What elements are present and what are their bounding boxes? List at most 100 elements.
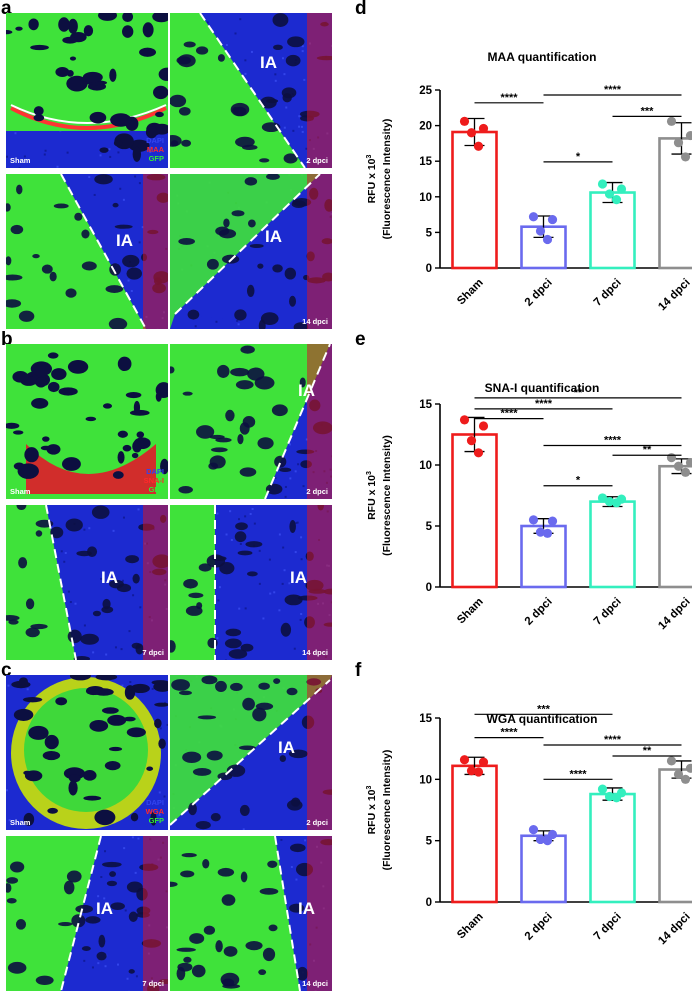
bar-7-dpci: [589, 500, 636, 589]
significance-label: **: [574, 387, 583, 399]
infarct-area-label: IA: [298, 899, 315, 918]
x-tick-label: 7 dpci: [592, 596, 624, 628]
significance-label: ****: [604, 84, 622, 96]
y-tick-label: 5: [426, 836, 433, 848]
significance-label: **: [643, 444, 652, 456]
y-tick-label: 15: [419, 156, 432, 168]
y-tick-label: 5: [426, 521, 433, 533]
data-point: [673, 138, 684, 148]
data-point: [535, 226, 546, 236]
y-tick-label: 0: [426, 263, 432, 275]
data-point: [478, 757, 489, 767]
chart-title: WGA quantification: [487, 712, 598, 726]
micrograph-b-2: IA 2 dpci: [170, 344, 332, 499]
x-tick-label: 2 dpci: [523, 911, 555, 943]
x-tick-label: 14 dpci: [656, 596, 692, 633]
data-point: [685, 130, 692, 141]
timepoint-label: 14 dpci: [302, 317, 328, 326]
x-tick-label: 2 dpci: [523, 277, 555, 309]
y-tick-label: 0: [426, 582, 432, 594]
data-point: [611, 498, 622, 508]
timepoint-label: Sham: [10, 487, 31, 496]
panel-label-a: a: [1, 0, 12, 19]
significance-label: ****: [500, 727, 518, 739]
stain-legend-dapi: DAPI: [146, 136, 164, 145]
timepoint-label: Sham: [10, 818, 31, 827]
chart-1: MAA quantification 0 5 10 15 20 25 RFU x 103 (Fl…: [366, 50, 692, 313]
data-point: [666, 756, 677, 766]
y-tick-label: 10: [419, 192, 432, 204]
infarct-area-label: IA: [278, 738, 295, 757]
x-tick-label: 7 dpci: [592, 911, 624, 943]
timepoint-label: 14 dpci: [302, 979, 328, 988]
stain-legend-sna-i: SNA-I: [144, 476, 164, 485]
chart-3: WGA quantification 0 5 10 15 RFU x 103 (Fluore…: [366, 703, 692, 947]
y-tick-label: 15: [419, 713, 432, 725]
data-point: [604, 497, 615, 507]
bar-sham: [451, 130, 498, 270]
data-point: [666, 453, 677, 463]
x-tick-label: 14 dpci: [656, 277, 692, 314]
data-point: [466, 436, 477, 446]
panel-label-c: c: [1, 660, 12, 681]
timepoint-label: 2 dpci: [306, 156, 328, 165]
stain-legend-maa: MAA: [147, 145, 165, 154]
significance-label: ****: [604, 734, 622, 746]
micrograph-a-4: IA 14 dpci: [170, 174, 332, 329]
significance-label: ****: [535, 398, 553, 410]
x-tick-label: 14 dpci: [656, 911, 692, 948]
data-point: [473, 141, 484, 151]
data-point: [459, 755, 470, 765]
stain-legend-dapi: DAPI: [146, 798, 164, 807]
data-point: [459, 116, 470, 126]
timepoint-label: 7 dpci: [142, 979, 164, 988]
micrograph-b-3: IA 7 dpci: [6, 505, 168, 660]
significance-label: *: [576, 151, 581, 163]
data-point: [535, 527, 546, 537]
micrograph-b-1: Sham DAPI SNA-I GFP: [6, 344, 168, 499]
micrograph-c-3: IA 7 dpci: [6, 836, 168, 991]
bar-sham: [451, 433, 498, 589]
micrograph-c-4: IA 14 dpci: [170, 836, 332, 991]
stain-legend-gfp: GFP: [149, 816, 164, 825]
panel-label-e: e: [355, 329, 366, 350]
data-point: [466, 766, 477, 776]
timepoint-label: 2 dpci: [306, 487, 328, 496]
data-point: [673, 461, 684, 471]
x-tick-label: 7 dpci: [592, 277, 624, 309]
data-point: [604, 791, 615, 802]
y-axis-label: RFU x 103: [366, 471, 378, 520]
infarct-area-label: IA: [265, 227, 282, 246]
significance-label: ***: [537, 703, 551, 715]
data-point: [604, 189, 615, 199]
bar-14-dpci: [658, 768, 692, 904]
data-point: [459, 415, 470, 425]
y-axis-label: RFU x 103: [366, 785, 378, 834]
data-point: [673, 769, 684, 780]
significance-label: ****: [500, 92, 518, 104]
y-tick-label: 5: [426, 227, 433, 239]
data-point: [528, 825, 539, 835]
data-point: [680, 152, 691, 162]
data-point: [597, 179, 608, 189]
timepoint-label: 7 dpci: [142, 648, 164, 657]
chart-title: SNA-I quantification: [485, 381, 600, 395]
bar-2-dpci: [520, 834, 567, 904]
infarct-area-label: IA: [116, 231, 133, 250]
bar-sham: [451, 764, 498, 904]
data-point: [597, 784, 608, 794]
data-point: [685, 763, 692, 773]
panel-label-b: b: [1, 329, 13, 350]
data-point: [542, 528, 553, 538]
micrograph-a-2: IA 2 dpci: [170, 13, 332, 168]
data-point: [542, 836, 553, 846]
data-point: [680, 774, 691, 784]
data-point: [528, 212, 539, 222]
y-tick-label: 15: [419, 399, 432, 411]
y-axis-label-secondary: (Fluorescence Intensity): [381, 119, 393, 240]
data-point: [547, 829, 558, 840]
data-point: [528, 515, 539, 525]
y-axis-label-secondary: (Fluorescence Intensity): [381, 750, 393, 871]
micrograph-b-4: IA 14 dpci: [170, 505, 332, 660]
y-axis-label-secondary: (Fluorescence Intensity): [381, 435, 393, 556]
